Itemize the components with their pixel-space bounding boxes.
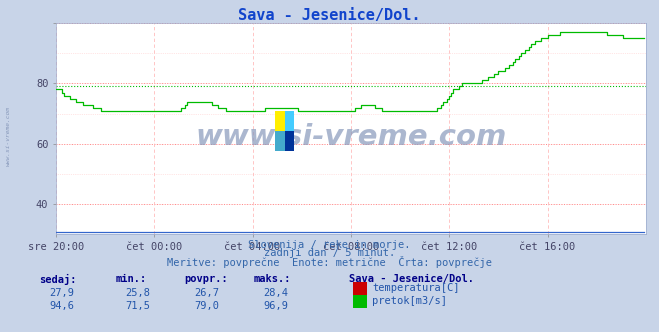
Text: 28,4: 28,4 [264,288,289,298]
Text: 27,9: 27,9 [49,288,74,298]
Text: 79,0: 79,0 [194,301,219,311]
Bar [275,131,285,151]
Text: Meritve: povprečne  Enote: metrične  Črta: povprečje: Meritve: povprečne Enote: metrične Črta:… [167,256,492,268]
Text: 96,9: 96,9 [264,301,289,311]
Bar [285,111,294,131]
Text: Sava - Jesenice/Dol.: Sava - Jesenice/Dol. [239,8,420,23]
Text: 25,8: 25,8 [125,288,150,298]
Text: Slovenija / reke in morje.: Slovenija / reke in morje. [248,240,411,250]
Text: Sava - Jesenice/Dol.: Sava - Jesenice/Dol. [349,274,474,284]
Text: povpr.:: povpr.: [185,274,228,284]
Text: min.:: min.: [115,274,146,284]
Bar [275,111,285,131]
Text: temperatura[C]: temperatura[C] [372,283,460,293]
Text: www.si-vreme.com: www.si-vreme.com [5,106,11,166]
Text: pretok[m3/s]: pretok[m3/s] [372,296,447,306]
Text: sedaj:: sedaj: [40,274,77,285]
Text: www.si-vreme.com: www.si-vreme.com [195,123,507,151]
Text: zadnji dan / 5 minut.: zadnji dan / 5 minut. [264,248,395,258]
Text: 71,5: 71,5 [125,301,150,311]
Text: maks.:: maks.: [254,274,291,284]
Text: 26,7: 26,7 [194,288,219,298]
Bar [285,131,294,151]
Text: 94,6: 94,6 [49,301,74,311]
